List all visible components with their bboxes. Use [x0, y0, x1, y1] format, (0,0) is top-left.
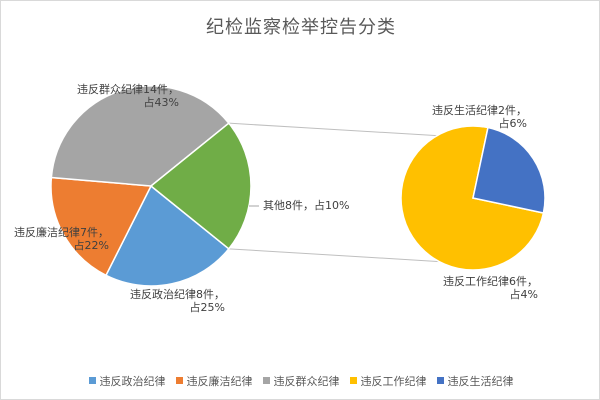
secondary-label-slice-e8bf9de58f8de7949fe6b4bb: 违反生活纪律2件，占6% — [432, 103, 527, 130]
legend-swatch — [88, 377, 96, 384]
main-label-slice-e8bf9de58f8de7bea4e4bc97: 违反群众纪律14件，占43% — [77, 82, 179, 109]
main-pie — [50, 85, 252, 287]
main-label-slice-e8bf9de58f8de694bfe6b2bb: 违反政治纪律8件，占25% — [130, 287, 225, 314]
legend-item: 违反工作纪律 — [349, 373, 427, 389]
main-slice-e8bf9de58f8de5bb89e6b481 — [50, 176, 153, 277]
legend-label: 违反群众纪律 — [273, 375, 340, 388]
main-label-slice-e585b6e4bb96: 其他8件，占10% — [263, 198, 349, 212]
connector-lines — [228, 122, 440, 263]
secondary-slice-e8bf9de58f8de5b7a5e4bd9c — [400, 125, 545, 271]
connector-bottom — [228, 248, 440, 263]
legend-label: 违反生活纪律 — [447, 375, 514, 388]
legend-item: 违反政治纪律 — [88, 373, 166, 389]
legend-label: 违反政治纪律 — [99, 375, 166, 388]
legend-swatch — [175, 377, 183, 384]
legend: 违反政治纪律 违反廉洁纪律 违反群众纪律 违反工作纪律 违反生活纪律 — [1, 373, 600, 389]
legend-item: 违反廉洁纪律 — [175, 373, 253, 389]
pie-of-pie-chart: 违反政治纪律8件，占25% 违反廉洁纪律7件，占22% 违反群众纪律14件，占43%… — [14, 82, 546, 314]
legend-label: 违反廉洁纪律 — [186, 375, 253, 388]
legend-item: 违反群众纪律 — [262, 373, 340, 389]
legend-label: 违反工作纪律 — [360, 375, 427, 388]
connector-top — [228, 122, 438, 137]
legend-swatch — [349, 377, 357, 384]
secondary-slice-e8bf9de58f8de7949fe6b4bb — [472, 126, 546, 214]
secondary-pie — [400, 125, 546, 271]
legend-swatch — [436, 377, 444, 384]
data-labels: 违反政治纪律8件，占25% 违反廉洁纪律7件，占22% 违反群众纪律14件，占43%… — [14, 82, 538, 314]
secondary-label-slice-e8bf9de58f8de5b7a5e4bd9c: 违反工作纪律6件，占4% — [443, 275, 538, 301]
legend-swatch — [262, 377, 270, 384]
legend-item: 违反生活纪律 — [436, 373, 514, 389]
main-label-slice-e8bf9de58f8de5bb89e6b481: 违反廉洁纪律7件，占22% — [14, 225, 109, 252]
main-slice-e8bf9de58f8de694bfe6b2bb — [104, 184, 230, 287]
main-slice-e585b6e4bb96 — [149, 122, 252, 250]
chart-title: 纪检监察检举控告分类 — [206, 17, 396, 38]
main-slice-e8bf9de58f8de7bea4e4bc97 — [50, 85, 230, 187]
